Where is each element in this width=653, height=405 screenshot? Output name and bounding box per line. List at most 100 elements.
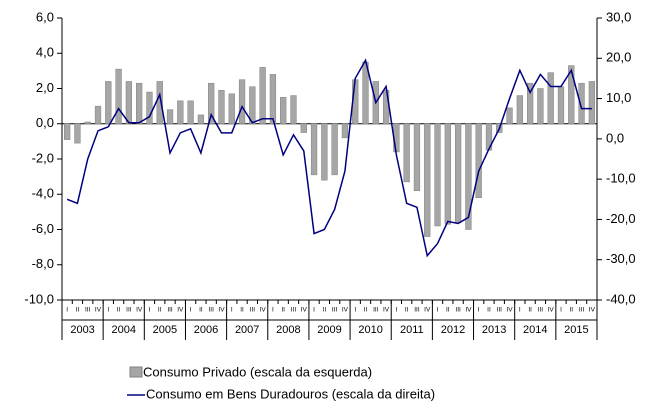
bar <box>321 123 328 181</box>
year-label: 2010 <box>358 324 382 336</box>
x-tick-label: I <box>190 307 192 314</box>
x-tick-label: III <box>414 307 420 314</box>
x-tick-label: IV <box>177 307 184 314</box>
x-tick-label: I <box>560 307 562 314</box>
y2-tick-label: -20,0 <box>606 211 636 226</box>
x-tick-label: II <box>487 307 491 314</box>
x-tick-label: IV <box>383 307 390 314</box>
bar <box>249 86 256 125</box>
x-tick-label: I <box>107 307 109 314</box>
bar <box>578 82 585 124</box>
x-tick-label: IV <box>260 307 267 314</box>
bar <box>310 123 318 176</box>
x-tick-label: III <box>250 307 256 314</box>
year-label: 2007 <box>235 324 259 336</box>
y-tick-label: 2,0 <box>36 80 54 95</box>
bar <box>146 91 153 125</box>
year-label: 2012 <box>441 324 465 336</box>
bar <box>547 72 554 124</box>
bar <box>238 79 246 124</box>
bar <box>74 123 81 144</box>
x-tick-label: I <box>149 307 151 314</box>
bar <box>557 86 565 125</box>
x-tick-label: I <box>478 307 480 314</box>
x-tick-label: II <box>240 307 244 314</box>
y-tick-label: -4,0 <box>32 186 54 201</box>
x-tick-label: IV <box>589 307 596 314</box>
x-tick-label: III <box>85 307 91 314</box>
bar <box>588 81 595 124</box>
bar <box>465 123 472 230</box>
x-tick-label: III <box>373 307 379 314</box>
y-tick-label: -6,0 <box>32 221 54 236</box>
y-tick-label: 4,0 <box>36 45 54 60</box>
bar <box>454 123 462 223</box>
bar <box>341 123 349 139</box>
x-tick-label: II <box>158 307 162 314</box>
x-tick-label: IV <box>95 307 102 314</box>
bar <box>444 123 451 225</box>
x-tick-label: III <box>497 307 503 314</box>
bar <box>156 81 163 124</box>
bar <box>331 123 338 176</box>
x-tick-label: III <box>455 307 461 314</box>
bar <box>177 100 184 125</box>
y-tick-label: -10,0 <box>24 291 54 306</box>
x-tick-label: II <box>117 307 121 314</box>
bar <box>125 81 133 124</box>
bar <box>84 121 91 125</box>
bar <box>218 90 225 124</box>
x-tick-label: IV <box>301 307 308 314</box>
x-tick-label: II <box>569 307 573 314</box>
x-tick-label: II <box>323 307 327 314</box>
x-tick-label: III <box>167 307 173 314</box>
x-tick-label: I <box>395 307 397 314</box>
x-tick-label: II <box>364 307 368 314</box>
bar <box>187 100 194 125</box>
x-tick-label: III <box>579 307 585 314</box>
legend-label: Consumo Privado (escala da esquerda) <box>143 364 372 379</box>
y2-tick-label: -10,0 <box>606 171 636 186</box>
y2-tick-label: -30,0 <box>606 251 636 266</box>
bar <box>403 123 410 183</box>
x-tick-label: IV <box>342 307 349 314</box>
bar <box>516 95 523 125</box>
y2-tick-label: 10,0 <box>606 90 631 105</box>
year-label: 2003 <box>70 324 94 336</box>
x-tick-label: IV <box>506 307 513 314</box>
year-label: 2008 <box>276 324 300 336</box>
bar <box>290 95 297 125</box>
x-tick-label: I <box>354 307 356 314</box>
x-tick-label: II <box>446 307 450 314</box>
year-label: 2015 <box>564 324 588 336</box>
x-tick-label: II <box>281 307 285 314</box>
x-tick-label: I <box>313 307 315 314</box>
bar <box>506 107 513 124</box>
bar <box>269 74 277 124</box>
x-tick-label: II <box>405 307 409 314</box>
year-label: 2011 <box>400 324 424 336</box>
year-label: 2009 <box>317 324 341 336</box>
y2-tick-label: 0,0 <box>606 130 624 145</box>
x-tick-label: II <box>528 307 532 314</box>
x-tick-label: I <box>272 307 274 314</box>
bar <box>475 123 482 199</box>
line <box>66 58 592 258</box>
x-tick-label: I <box>437 307 439 314</box>
bar <box>434 123 441 227</box>
year-label: 2005 <box>153 324 177 336</box>
x-tick-label: IV <box>548 307 555 314</box>
bar <box>526 82 534 124</box>
bar <box>413 123 421 191</box>
bar <box>259 67 266 124</box>
bar <box>280 97 287 124</box>
bar <box>568 65 575 124</box>
bar <box>105 81 112 124</box>
y-tick-label: -8,0 <box>32 256 54 271</box>
legend-label: Consumo em Bens Duradouros (escala da di… <box>146 386 435 401</box>
x-tick-label: IV <box>465 307 472 314</box>
bar <box>64 123 71 140</box>
x-tick-label: I <box>231 307 233 314</box>
year-label: 2006 <box>194 324 218 336</box>
x-tick-label: III <box>291 307 297 314</box>
